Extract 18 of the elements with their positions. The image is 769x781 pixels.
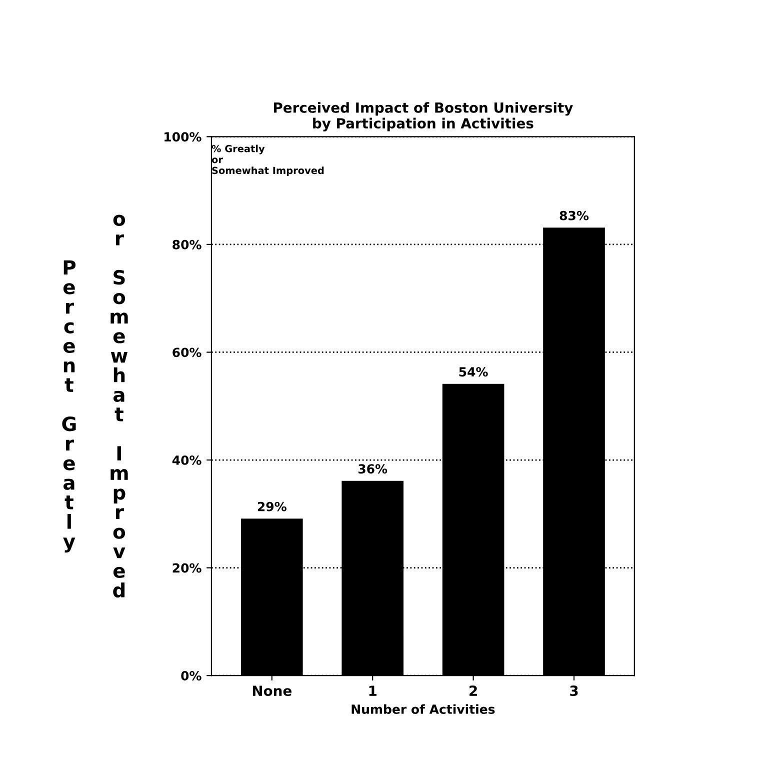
data-label: 36%	[358, 464, 388, 474]
data-label: 54%	[459, 367, 488, 377]
y-tick-label: 40%	[172, 455, 202, 465]
data-label: 29%	[258, 502, 286, 512]
y-tick-label: 0%	[181, 671, 202, 680]
x-tick-label: None	[252, 686, 292, 696]
x-tick-label: 1	[369, 686, 376, 696]
annotation: % Greatly or Somewhat Improved	[212, 144, 324, 176]
y-tick-label: 60%	[172, 348, 202, 358]
x-tick-label: 3	[570, 686, 578, 696]
x-tick-label: 2	[470, 686, 477, 696]
y-tick-label: 80%	[172, 240, 202, 250]
data-label: 83%	[560, 210, 589, 220]
x-axis-title: Number of Activities	[352, 704, 495, 714]
chart-title: Perceived Impact of Boston University by Participation in Activities	[274, 102, 573, 132]
y-tick-label: 100%	[164, 132, 202, 142]
text: Percent Greatly or Somewhat Improved	[62, 214, 128, 598]
y-tick-label: 20%	[172, 563, 202, 573]
